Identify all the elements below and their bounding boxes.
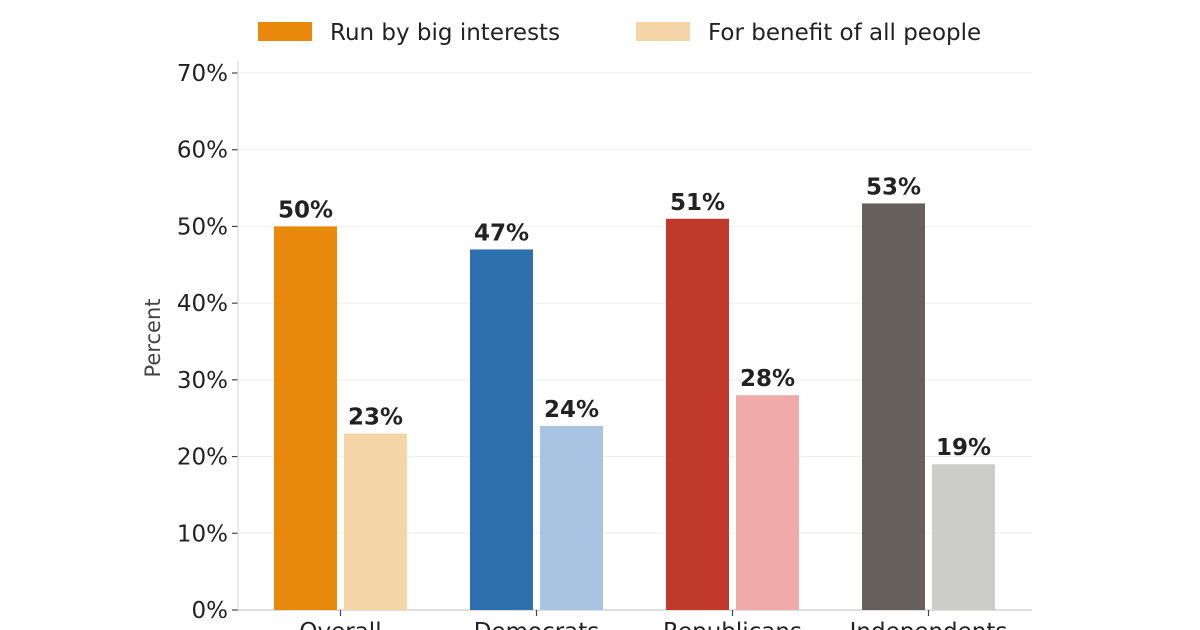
- data-label: 47%: [474, 220, 529, 246]
- data-label: 24%: [544, 397, 599, 423]
- y-tick-label: 50%: [177, 214, 228, 240]
- y-tick-label: 30%: [177, 368, 228, 394]
- bars: [274, 203, 995, 610]
- data-label: 50%: [278, 197, 333, 223]
- x-tick-label: Independents: [850, 619, 1008, 630]
- bar-democrats-all-people: [540, 425, 603, 610]
- legend-swatch: [636, 22, 690, 41]
- bar-republicans-all-people: [736, 395, 799, 610]
- data-label: 28%: [740, 366, 795, 392]
- y-tick-label: 40%: [177, 291, 228, 317]
- legend-swatch: [258, 22, 312, 41]
- y-tick-label: 70%: [177, 61, 228, 87]
- bar-overall-big-interests: [274, 226, 337, 610]
- y-tick-label: 10%: [177, 521, 228, 547]
- x-tick-label: Republicans: [663, 619, 802, 630]
- legend-label: For benefit of all people: [708, 20, 981, 46]
- x-tick-label: Overall: [299, 619, 381, 630]
- bar-independents-big-interests: [862, 203, 925, 610]
- data-label: 23%: [348, 405, 403, 431]
- data-label: 51%: [670, 190, 725, 216]
- legend-label: Run by big interests: [330, 20, 560, 46]
- bar-democrats-big-interests: [470, 249, 533, 610]
- data-label: 53%: [866, 174, 921, 200]
- data-labels: 50% 23% 47% 24% 51% 28% 53% 19%: [278, 174, 991, 461]
- legend: Run by big interests For benefit of all p…: [258, 20, 981, 46]
- bar-republicans-big-interests: [666, 218, 729, 610]
- bar-independents-all-people: [932, 464, 995, 610]
- y-axis-title: Percent: [141, 298, 165, 377]
- data-label: 19%: [936, 435, 991, 461]
- x-tick-label: Democrats: [474, 619, 600, 630]
- y-tick-label: 0%: [192, 598, 229, 624]
- bar-overall-all-people: [344, 433, 407, 610]
- y-tick-label: 60%: [177, 138, 228, 164]
- y-tick-label: 20%: [177, 445, 228, 471]
